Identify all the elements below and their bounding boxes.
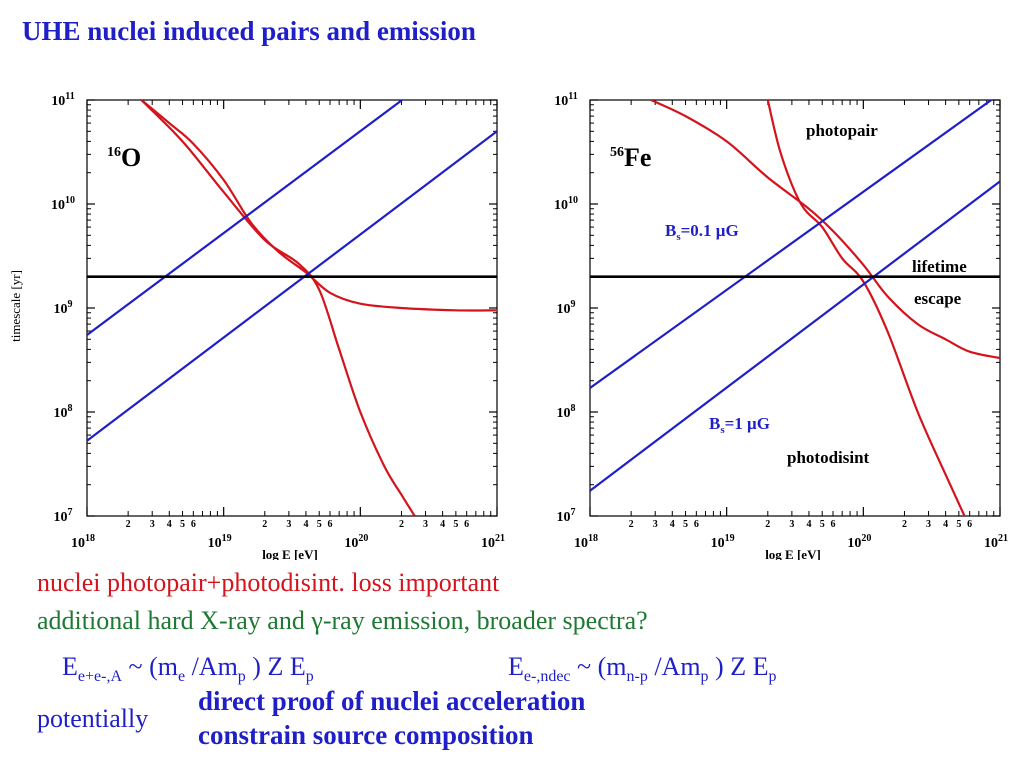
x-tick-label: 1021 [481,533,505,551]
x-minor-tick-label: 5 [956,519,961,530]
y-tick-label: 107 [557,507,576,525]
x-minor-tick-label: 6 [191,519,196,530]
x-minor-tick-label: 4 [167,519,172,530]
equation-pair-energy: Ee+e-,A ~ (me /Amp ) Z Ep [62,652,314,686]
y-tick-label: 108 [557,403,576,421]
eq2-E: E [508,652,524,681]
eq2-Ep-sub: p [768,668,777,686]
x-minor-tick-label: 2 [765,519,770,530]
x-minor-tick-label: 6 [831,519,836,530]
x-minor-tick-label: 4 [943,519,948,530]
x-minor-tick-label: 2 [629,519,634,530]
eq1-tilde: ~ (m [122,652,178,681]
annotation-escape: escape [914,289,962,308]
x-minor-tick-label: 4 [670,519,675,530]
nucleus-label: 56Fe [610,143,651,172]
y-tick-label: 109 [54,299,73,317]
x-minor-tick-label: 3 [150,519,155,530]
y-tick-label: 1010 [554,195,578,213]
note-extra-emission: additional hard X-ray and γ-ray emission… [37,606,648,635]
eq1-E: E [62,652,78,681]
x-minor-tick-label: 5 [820,519,825,530]
eq2-E-sub: e-,ndec [523,668,571,686]
plot-frame [86,99,498,517]
eq1-mid: /Am [185,652,238,681]
x-minor-tick-label: 5 [683,519,688,530]
eq1-me-sub: e [177,668,186,686]
x-tick-label: 1020 [344,533,368,551]
annotation-photodisint: photodisint [787,448,870,467]
x-tick-label: 1019 [711,533,735,551]
x-minor-tick-label: 6 [328,519,333,530]
x-minor-tick-label: 3 [286,519,291,530]
note-potentially: potentially [37,704,149,733]
x-minor-tick-label: 5 [453,519,458,530]
eq1-mp-sub: p [237,668,246,686]
x-minor-tick-label: 2 [126,519,131,530]
eq2-tail: ) Z E [708,652,769,681]
escape-curve [590,180,1000,492]
bullet-source-composition: constrain source composition [198,720,534,750]
bullet-direct-proof: direct proof of nuclei acceleration [198,686,586,716]
eq2-m-sub: n-p [626,668,648,686]
note-loss-important: nuclei photopair+photodisint. loss impor… [37,568,500,597]
photodisint-curve [766,100,966,516]
eq1-Ep-sub: p [305,668,314,686]
escape-curve [590,100,994,389]
y-tick-label: 1011 [554,91,577,109]
y-tick-label: 107 [54,507,73,525]
equation-neutron-decay-energy: Ee-,ndec ~ (mn-p /Amp ) Z Ep [508,652,776,686]
fe-annotations: photopair photodisint lifetime escape Bs=0.1… [665,121,967,467]
y-tick-label: 109 [557,299,576,317]
annotation-lifetime: lifetime [912,257,967,276]
x-minor-tick-label: 2 [262,519,267,530]
annotation-photopair: photopair [806,121,878,140]
y-axis-label: timescale [yr] [8,270,23,342]
x-minor-tick-label: 5 [180,519,185,530]
nucleus-label: 16O [107,143,141,172]
x-minor-tick-label: 3 [926,519,931,530]
y-tick-label: 108 [54,403,73,421]
escape-curve [87,100,404,336]
x-minor-tick-label: 4 [806,519,811,530]
slide-title: UHE nuclei induced pairs and emission [22,16,476,46]
x-axis-label: log E [eV] [765,547,821,560]
x-minor-tick-label: 3 [789,519,794,530]
eq2-tilde: ~ (m [570,652,627,681]
photopair-curve [140,100,497,312]
x-minor-tick-label: 4 [303,519,308,530]
x-minor-tick-label: 4 [440,519,445,530]
escape-curve [87,130,497,442]
x-minor-tick-label: 6 [694,519,699,530]
x-tick-label: 1018 [574,533,598,551]
photodisint-curve [140,100,416,516]
x-minor-tick-label: 3 [423,519,428,530]
x-tick-label: 1019 [208,533,232,551]
y-tick-label: 1011 [51,91,74,109]
x-minor-tick-label: 6 [464,519,469,530]
x-tick-label: 1020 [847,533,871,551]
x-axis-label: log E [eV] [262,547,318,560]
annotation-bfield-0-1: Bs=0.1 μG [665,221,739,243]
x-tick-label: 1018 [71,533,95,551]
eq2-mid: /Am [647,652,701,681]
y-tick-label: 1010 [51,195,75,213]
photopair-curve [650,100,1000,360]
x-minor-tick-label: 3 [653,519,658,530]
x-minor-tick-label: 6 [967,519,972,530]
x-minor-tick-label: 2 [399,519,404,530]
annotation-bfield-1: Bs=1 μG [709,414,770,436]
x-tick-label: 1021 [984,533,1008,551]
eq1-tail: ) Z E [245,652,306,681]
eq1-E-sub: e+e-,A [77,668,122,686]
x-minor-tick-label: 5 [317,519,322,530]
eq2-mp-sub: p [700,668,709,686]
x-minor-tick-label: 2 [902,519,907,530]
